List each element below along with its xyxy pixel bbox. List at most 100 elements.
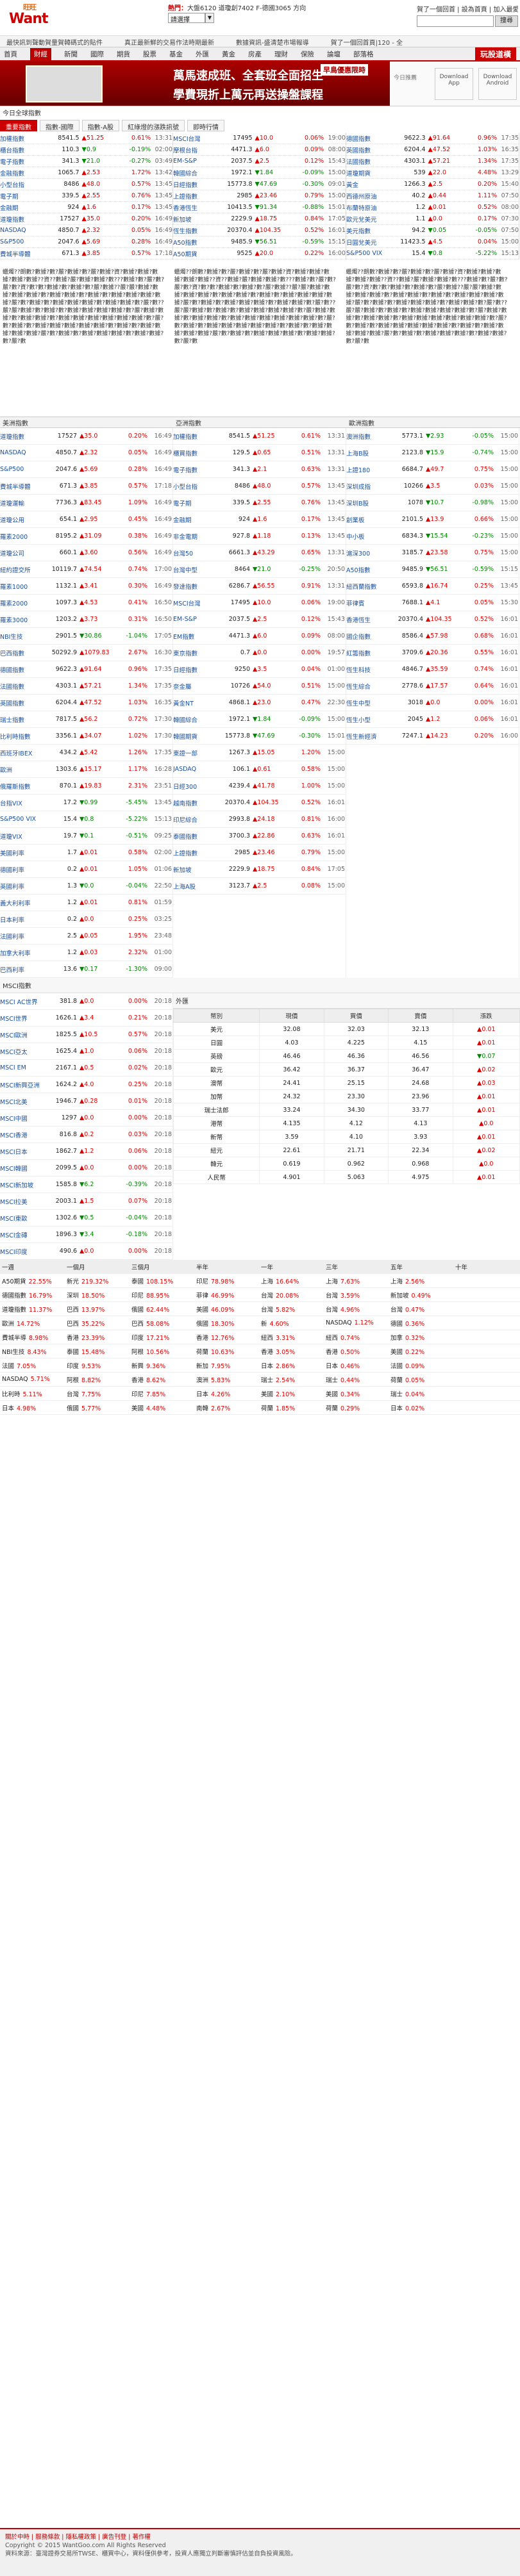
quote-name[interactable]: 電子指數 [0,158,25,166]
quote-name[interactable]: 東證一部 [173,750,198,757]
rank-row[interactable]: 費城半導 8.98% 香港 23.39% 印度 17.21% 香港 12.76% 紐西 3.31%… [0,1330,520,1344]
quote-row[interactable]: MSCI亞太 1625.4 ▲1.0 0.06% 20:18 [0,1043,172,1060]
rank-name[interactable]: 日本 [196,1391,209,1398]
quote-row[interactable]: MSCI韓國 2099.5 ▲0.0 0.00% 20:18 [0,1160,172,1177]
quote-name[interactable]: 西班牙IBEX [0,750,33,757]
quote-name[interactable]: 黃金NT [173,700,194,707]
course-ad[interactable]: 萬馬速成班、全套班全面招生 學費現折上萬元再送操盤課程 早鳥優惠限時 [0,62,390,106]
quote-row[interactable]: 國企指數 8586.4 ▲57.98 0.68% 16:01 [346,628,519,645]
quote-row[interactable]: 英國指數 6204.4 ▲47.52 1.03% 16:35 [0,695,172,711]
nav-item[interactable]: 股票 [143,50,156,58]
rank-name[interactable]: 印度 [131,1334,144,1342]
rank-name[interactable]: 印度 [67,1362,80,1370]
tab-major[interactable]: 重要指數 [0,120,37,131]
rank-name[interactable]: 澳洲 [196,1376,209,1384]
quote-row[interactable]: 上證指數 2985 ▲23.46 0.79% 15:00 [173,190,346,202]
rank-col-header[interactable]: 五年 [390,1264,403,1271]
quote-name[interactable]: MSCI歐洲 [0,1032,28,1039]
quote-name[interactable]: 法國利率 [0,933,25,941]
quote-row[interactable]: 道瓊指數 17527 ▲35.0 0.20% 16:49 [0,213,172,225]
quote-row[interactable]: 新加坡 2229.9 ▲18.75 0.84% 17:05 [173,213,346,225]
quote-name[interactable]: 道瓊指數 [0,433,25,441]
rank-name[interactable]: 日本 [390,1405,403,1412]
quote-row[interactable]: MSCI新加坡 1585.8 ▼6.2 -0.39% 20:18 [0,1177,172,1193]
quote-row[interactable]: 費城半導體 671.3 ▲3.85 0.57% 17:18 [0,248,172,260]
quote-name[interactable]: MSCI EM [0,1064,26,1071]
quote-row[interactable]: 道瓊指數 17527 ▲35.0 0.20% 16:49 [0,428,172,445]
quote-row[interactable]: 日經指數 15773.8 ▼47.69 -0.30% 09:01 [173,179,346,190]
quote-name[interactable]: 滬深300 [346,550,371,557]
ticker-item[interactable]: 真正最新鮮的交易作法時期最新 [124,40,214,47]
rank-name[interactable]: 南韓 [196,1405,209,1412]
quote-name[interactable]: 上海A股 [173,883,196,891]
rank-name[interactable]: 香港 [67,1334,80,1342]
quote-row[interactable]: 金融指數 1065.7 ▲2.53 1.72% 13:42 [0,167,172,179]
quote-row[interactable]: 羅素2000 1097.3 ▲4.53 0.41% 16:50 [0,595,172,611]
quote-row[interactable]: 恆生指數 20370.4 ▲104.35 0.52% 16:01 [173,225,346,236]
search-input[interactable] [417,15,494,27]
quote-name[interactable]: MSCI世界 [0,1015,28,1023]
rank-name[interactable]: 台灣 [326,1292,339,1300]
quote-name[interactable]: JASDAQ [173,766,197,773]
rank-name[interactable]: 美國 [131,1405,144,1412]
rank-col-header[interactable]: 三個月 [131,1264,150,1271]
rank-name[interactable]: 新 [261,1320,267,1328]
quote-row[interactable]: 恆生科技 4846.7 ▲35.59 0.74% 16:01 [346,661,519,678]
fx-row[interactable]: 澳幣 24.41 25.15 24.68 ▲0.03 [172,1076,520,1090]
rank-name[interactable]: 俄國 [67,1405,80,1412]
quote-name[interactable]: 台灣中型 [173,566,198,574]
quote-row[interactable]: 台指VIX 17.2 ▼0.99 -5.45% 13:45 [0,795,172,811]
quote-row[interactable]: 奈金屬 10726 ▲54.0 0.51% 15:00 [173,678,346,695]
quote-name[interactable]: 金融期 [173,516,192,524]
quote-name[interactable]: 道瓊期貨 [346,170,371,178]
quote-name[interactable]: 深圳B股 [346,500,369,508]
fx-row[interactable]: 新幣 3.59 4.10 3.93 ▲0.01 [172,1130,520,1144]
quote-row[interactable]: 巴西利率 13.6 ▼0.17 -1.30% 09:00 [0,961,172,978]
quote-row[interactable]: MSCI印度 490.6 ▲0.0 0.00% 20:18 [0,1243,172,1260]
quote-name[interactable]: 香港恆生 [346,616,371,624]
quote-name[interactable]: 印尼綜合 [173,816,198,824]
quote-row[interactable]: 日本利率 0.2 ▲0.0 0.25% 03:25 [0,911,172,928]
rank-name[interactable]: NASDAQ [326,1319,352,1326]
rank-name[interactable]: 台灣 [326,1306,339,1314]
quote-name[interactable]: 黃金 [346,181,359,189]
quote-row[interactable]: 泰國指數 3700.3 ▲22.86 0.63% 16:01 [173,828,346,845]
head-americas[interactable]: 美洲指數 [3,420,28,427]
rank-name[interactable]: 台灣 [67,1391,80,1398]
rank-name[interactable]: A50期貨 [2,1278,26,1285]
quote-name[interactable]: 小型台指 [173,483,198,491]
quote-name[interactable]: 上證指數 [173,193,198,201]
site-logo[interactable]: 旺旺 Want [9,4,49,28]
rank-name[interactable]: 新光 [67,1278,80,1285]
quote-row[interactable]: 恆生小型 2045 ▲1.2 0.06% 16:01 [346,711,519,728]
rank-name[interactable]: 阿根 [67,1376,80,1384]
nav-item-active[interactable]: 財經 [30,47,51,60]
rank-name[interactable]: 香港 [326,1348,339,1356]
rank-name[interactable]: 俄國 [131,1306,144,1314]
nav-item[interactable]: 新聞 [64,50,78,58]
quote-name[interactable]: NBI生技 [0,633,23,641]
quote-name[interactable]: 費城半導體 [0,251,31,258]
quote-name[interactable]: 加拿大利率 [0,950,31,957]
fx-row[interactable]: 紐元 22.61 21.71 22.34 ▲0.02 [172,1143,520,1157]
rank-name[interactable]: 俄國 [196,1320,209,1328]
fx-row[interactable]: 加幣 24.32 23.30 23.96 ▲0.01 [172,1089,520,1103]
quote-name[interactable]: 日本利率 [0,916,25,924]
quote-row[interactable]: 摩根台指 4471.3 ▲6.0 0.09% 08:00 [173,144,346,156]
quote-name[interactable]: 國企指數 [346,633,371,641]
fx-row[interactable]: 日圓 4.03 4.225 4.15 ▲0.01 [172,1036,520,1050]
quote-row[interactable]: MSCI中國 1297 ▲0.0 0.00% 20:18 [0,1110,172,1127]
rank-row[interactable]: NBI生技 8.43% 泰國 15.48% 阿根 10.56% 荷蘭 10.63% 香港 3.05… [0,1344,520,1358]
quote-row[interactable]: S&P500 2047.6 ▲5.69 0.28% 16:49 [0,461,172,478]
rank-name[interactable]: 印尼 [131,1391,144,1398]
quote-name[interactable]: 新加坡 [173,216,192,224]
nav-item[interactable]: 保險 [301,50,314,58]
quote-name[interactable]: 泰國指數 [173,833,198,841]
quote-row[interactable]: 電子期 339.5 ▲2.55 0.76% 13:45 [0,190,172,202]
rank-row[interactable]: 德國指數 16.79% 深圳 18.50% 印尼 88.95% 菲律 46.99% 台灣 20.0… [0,1288,520,1302]
rank-name[interactable]: NASDAQ [2,1376,28,1383]
quote-row[interactable]: 上海B股 2123.8 ▼15.9 -0.74% 15:00 [346,445,519,461]
quote-row[interactable]: S&P500 VIX 15.4 ▼0.8 -5.22% 15:13 [346,248,519,260]
quote-row[interactable]: A50指數 9485.9 ▼56.51 -0.59% 15:15 [173,236,346,248]
quote-row[interactable]: 德國指數 9622.3 ▲91.64 0.96% 17:35 [346,133,519,144]
